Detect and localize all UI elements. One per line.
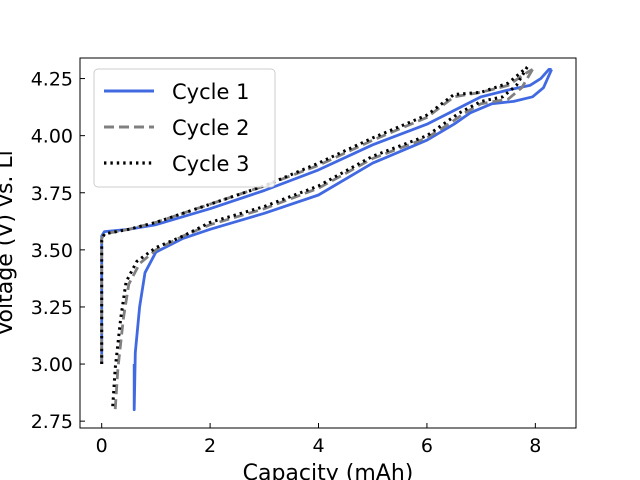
y-tick-label: 2.75 [31, 411, 73, 433]
y-tick-label: 4.25 [31, 69, 73, 91]
y-axis-title: Voltage (V) vs. Li [0, 150, 18, 336]
legend-box [93, 68, 276, 188]
curves-layer [100, 65, 553, 412]
series-2-discharge-line [113, 68, 534, 410]
y-axis-ticks: 2.75 3.00 3.25 3.50 3.75 4.00 4.25 [31, 69, 85, 433]
plot-frame [79, 57, 577, 429]
y-tick-label: 3.50 [31, 240, 73, 262]
legend: Cycle 1 Cycle 2 Cycle 3 [93, 68, 276, 188]
legend-label-2: Cycle 2 [172, 116, 249, 140]
x-tick-label: 8 [529, 435, 541, 457]
x-tick-label: 2 [204, 435, 216, 457]
series-1-discharge-line [132, 68, 553, 412]
y-tick-label: 3.75 [31, 183, 73, 205]
y-tick-label: 4.00 [31, 126, 73, 148]
y-tick-label: 3.25 [31, 297, 73, 319]
y-tick-label: 3.00 [31, 354, 73, 376]
x-tick-label: 6 [421, 435, 433, 457]
x-axis-title: Capacity (mAh) [243, 461, 414, 480]
series-2-charge-line [100, 68, 534, 364]
x-tick-label: 4 [312, 435, 324, 457]
x-axis-ticks: 0 2 4 6 8 [96, 423, 541, 457]
legend-label-1: Cycle 1 [172, 80, 249, 104]
x-tick-label: 0 [96, 435, 108, 457]
legend-label-3: Cycle 3 [172, 152, 249, 176]
